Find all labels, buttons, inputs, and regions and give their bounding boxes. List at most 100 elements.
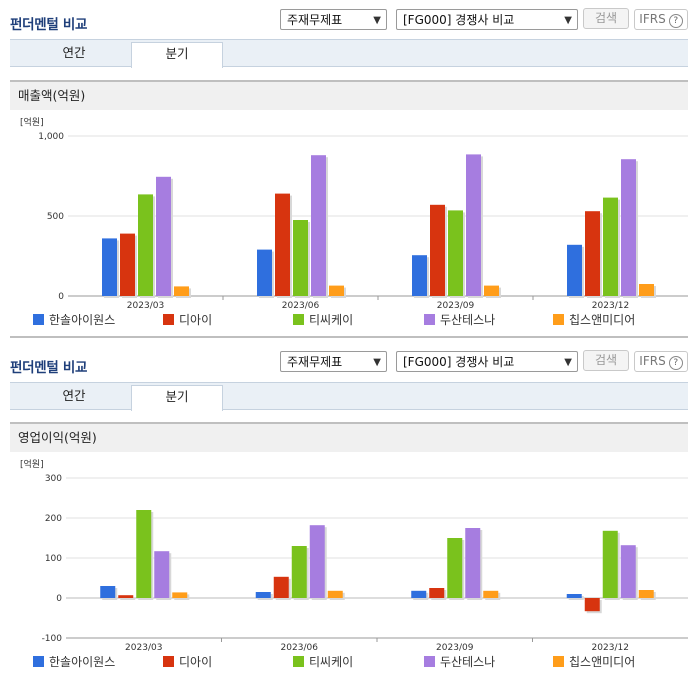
bar <box>154 551 170 598</box>
bar <box>585 211 600 296</box>
legend-swatch <box>424 656 435 667</box>
bar <box>120 233 135 296</box>
ifrs-button[interactable]: IFRS? <box>634 351 688 372</box>
y-tick-label: 300 <box>45 474 62 484</box>
bar <box>273 576 289 598</box>
tab-quarterly[interactable]: 분기 <box>131 42 223 68</box>
bar <box>448 210 463 296</box>
legend-swatch <box>163 314 174 325</box>
ifrs-label: IFRS <box>639 354 666 368</box>
bar <box>621 159 636 296</box>
section-title: 매출액(억원) <box>10 80 688 110</box>
bar <box>255 592 271 598</box>
bar <box>430 204 445 296</box>
bar <box>465 528 481 598</box>
comparison-select[interactable]: [FG000] 경쟁사 비교 ▼ <box>396 351 578 372</box>
bar <box>174 286 189 296</box>
bar <box>293 220 308 296</box>
legend-swatch <box>163 656 174 667</box>
legend-label: 칩스앤미디어 <box>569 655 636 669</box>
unit-label: [억원] <box>20 458 44 470</box>
legend-item[interactable]: 디아이 <box>163 653 212 671</box>
legend-item[interactable]: 한솔아이원스 <box>33 653 115 671</box>
legend-label: 디아이 <box>179 313 213 327</box>
tab-annual[interactable]: 연간 <box>62 45 86 60</box>
bar <box>156 176 171 296</box>
legend-item[interactable]: 티씨케이 <box>293 311 353 329</box>
legend-swatch <box>33 656 44 667</box>
bar <box>412 255 427 296</box>
tab-quarterly[interactable]: 분기 <box>131 385 223 411</box>
legend-label: 디아이 <box>179 655 213 669</box>
unit-label: [억원] <box>20 116 44 128</box>
bar-shadow <box>120 597 136 600</box>
x-tick-label: 2023/09 <box>436 643 474 652</box>
search-button[interactable]: 검색 <box>583 8 629 29</box>
legend-item[interactable]: 디아이 <box>163 311 212 329</box>
bar <box>638 590 654 598</box>
y-tick-label: 100 <box>45 554 62 564</box>
comparison-select-value: [FG000] 경쟁사 비교 <box>403 13 515 27</box>
bar <box>138 194 153 296</box>
bar <box>257 249 272 296</box>
legend-swatch <box>293 314 304 325</box>
bar <box>484 285 499 296</box>
panel-operating-profit: 펀더멘털 비교 주재무제표 ▼ [FG000] 경쟁사 비교 ▼ 검색 IFRS… <box>0 342 696 684</box>
chevron-down-icon: ▼ <box>373 15 381 26</box>
bar <box>483 590 499 598</box>
revenue-chart: [억원] 0 500 1,000 2023/03 2023/06 2023/09 2023/1… <box>20 116 688 310</box>
ifrs-button[interactable]: IFRS? <box>634 9 688 30</box>
bar <box>567 244 582 296</box>
chevron-down-icon: ▼ <box>564 15 572 26</box>
panel-title: 펀더멘털 비교 <box>10 360 88 376</box>
legend-item[interactable]: 한솔아이원스 <box>33 311 115 329</box>
legend-item[interactable]: 두산테스나 <box>424 653 495 671</box>
operating-profit-chart: [억원] -100 0 100 200 300 2023/03 2023/06 2023/09 2… <box>20 458 688 652</box>
y-tick-label: 500 <box>47 212 64 222</box>
legend-label: 티씨케이 <box>309 313 354 327</box>
legend-item[interactable]: 칩스앤미디어 <box>553 311 635 329</box>
comparison-select-value: [FG000] 경쟁사 비교 <box>403 355 515 369</box>
statement-select-value: 주재무제표 <box>287 355 343 369</box>
legend-label: 한솔아이원스 <box>49 313 116 327</box>
legend-label: 티씨케이 <box>309 655 354 669</box>
y-tick-label: 200 <box>45 514 62 524</box>
bar <box>584 598 600 612</box>
bar <box>309 525 325 598</box>
legend-item[interactable]: 두산테스나 <box>424 311 495 329</box>
bar <box>327 590 343 598</box>
legend-label: 두산테스나 <box>440 655 496 669</box>
x-tick-label: 2023/09 <box>437 301 475 310</box>
legend-item[interactable]: 칩스앤미디어 <box>553 653 635 671</box>
bar <box>566 594 582 598</box>
statement-select[interactable]: 주재무제표 ▼ <box>280 351 387 372</box>
help-icon: ? <box>668 14 683 28</box>
y-tick-label: 1,000 <box>38 132 64 142</box>
legend-swatch <box>33 314 44 325</box>
x-tick-label: 2023/03 <box>125 643 162 652</box>
legend-label: 한솔아이원스 <box>49 655 116 669</box>
x-tick-label: 2023/06 <box>282 301 320 310</box>
panel-title: 펀더멘털 비교 <box>10 17 88 33</box>
bar <box>311 155 326 296</box>
legend-swatch <box>293 656 304 667</box>
bar <box>136 510 152 598</box>
statement-select[interactable]: 주재무제표 ▼ <box>280 9 387 30</box>
bar <box>466 154 481 296</box>
y-tick-label: 0 <box>58 292 64 302</box>
bar <box>275 193 290 296</box>
bar <box>602 530 618 598</box>
comparison-select[interactable]: [FG000] 경쟁사 비교 ▼ <box>396 9 578 30</box>
legend-item[interactable]: 티씨케이 <box>293 653 353 671</box>
x-tick-label: 2023/12 <box>592 643 629 652</box>
divider <box>10 336 688 338</box>
x-tick-label: 2023/12 <box>592 301 629 310</box>
y-tick-label: 0 <box>56 594 62 604</box>
bar <box>102 238 117 296</box>
bar <box>411 590 427 598</box>
x-tick-label: 2023/06 <box>281 643 319 652</box>
legend-swatch <box>553 656 564 667</box>
bar <box>172 592 188 598</box>
tab-annual[interactable]: 연간 <box>62 388 86 403</box>
search-button[interactable]: 검색 <box>583 350 629 371</box>
